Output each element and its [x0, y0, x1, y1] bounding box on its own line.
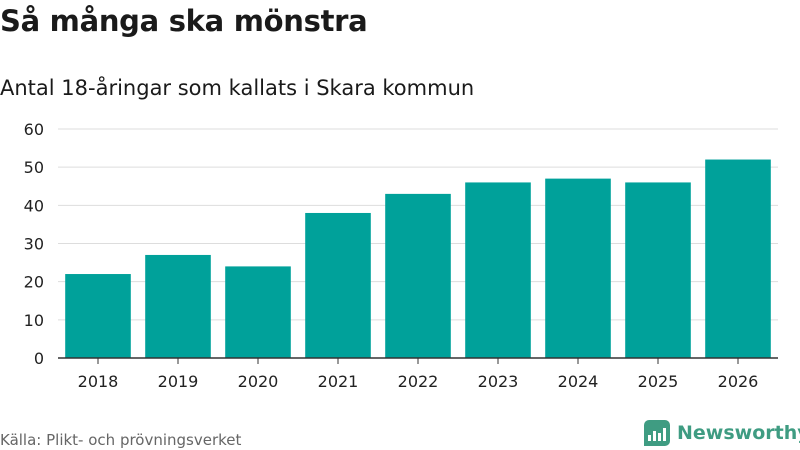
y-tick-label: 10 [24, 311, 44, 330]
y-tick-label: 60 [24, 120, 44, 139]
bar-2022 [385, 193, 451, 358]
x-tick-label: 2025 [638, 372, 679, 391]
chart-subtitle: Antal 18-åringar som kallats i Skara kom… [0, 76, 475, 100]
bar-2021 [305, 212, 371, 358]
x-tick-label: 2018 [78, 372, 119, 391]
bar-2026 [705, 159, 771, 358]
y-tick-label: 40 [24, 196, 44, 215]
bar-2025 [625, 182, 691, 358]
x-tick-label: 2021 [318, 372, 359, 391]
y-tick-label: 0 [34, 349, 44, 368]
bar-2024 [545, 178, 611, 358]
chart-title: Så många ska mönstra [0, 4, 368, 38]
newsworthy-logo-icon [644, 420, 670, 446]
x-tick-label: 2023 [478, 372, 519, 391]
bar-2019 [145, 254, 211, 358]
bar-2018 [65, 274, 131, 358]
x-tick-label: 2026 [718, 372, 759, 391]
x-tick-label: 2019 [158, 372, 199, 391]
y-tick-label: 30 [24, 235, 44, 254]
x-tick-label: 2024 [558, 372, 599, 391]
x-tick-label: 2020 [238, 372, 279, 391]
x-tick-label: 2022 [398, 372, 439, 391]
y-tick-label: 20 [24, 273, 44, 292]
bar-2023 [465, 182, 531, 358]
bar-2020 [225, 266, 291, 358]
source-note: Källa: Plikt- och prövningsverket [0, 431, 242, 449]
y-tick-label: 50 [24, 158, 44, 177]
newsworthy-logo-text: Newsworthy [677, 422, 800, 444]
newsworthy-logo: Newsworthy [644, 420, 800, 446]
